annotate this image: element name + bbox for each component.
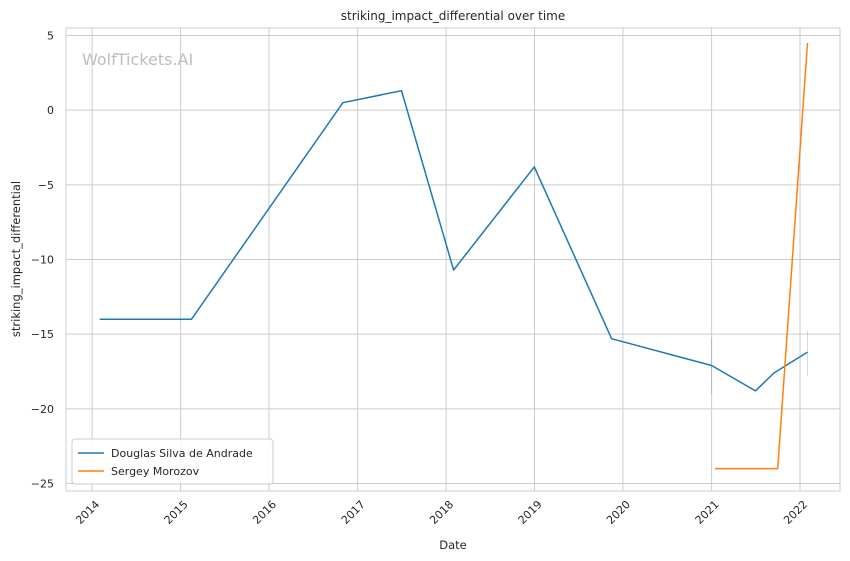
legend-label-2: Sergey Morozov [111, 465, 200, 478]
y-axis: 5 0 −5 −10 −15 −20 −25 [31, 29, 54, 490]
legend-label-1: Douglas Silva de Andrade [111, 447, 253, 460]
y-tick-label: −20 [31, 403, 54, 416]
x-tick-label: 2015 [162, 498, 191, 527]
x-tick-label: 2022 [781, 498, 810, 527]
grid [66, 28, 840, 491]
series-lines [99, 42, 809, 470]
y-tick-label: −10 [31, 254, 54, 267]
y-tick-label: −15 [31, 328, 54, 341]
x-tick-label: 2021 [693, 498, 722, 527]
y-axis-label: striking_impact_differential [9, 181, 23, 337]
legend: Douglas Silva de Andrade Sergey Morozov [71, 438, 274, 485]
y-tick-label: 0 [47, 104, 54, 117]
series-line-2 [715, 42, 809, 470]
x-tick-label: 2016 [250, 498, 279, 527]
legend-box [71, 438, 274, 485]
x-axis-label: Date [439, 538, 467, 552]
x-tick-label: 2014 [73, 498, 102, 527]
x-tick-label: 2017 [339, 498, 368, 527]
error-bars [711, 331, 809, 394]
x-tick-label: 2020 [604, 498, 633, 527]
watermark: WolfTickets.AI [82, 50, 193, 69]
series-line-1 [99, 89, 808, 392]
x-tick-label: 2018 [427, 498, 456, 527]
y-tick-label: 5 [47, 29, 54, 42]
y-tick-label: −5 [38, 179, 54, 192]
plot-frame [65, 27, 841, 492]
chart-title: striking_impact_differential over time [341, 9, 566, 23]
x-tick-label: 2019 [516, 498, 545, 527]
y-tick-label: −25 [31, 478, 54, 491]
x-axis: 2014 2015 2016 2017 2018 2019 2020 2021 2022 [73, 498, 810, 527]
